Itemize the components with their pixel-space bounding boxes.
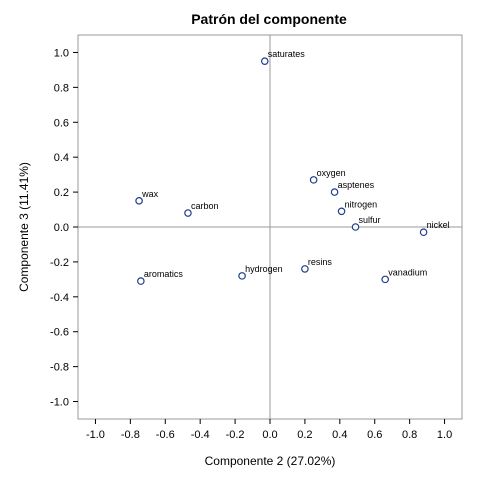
x-tick-label: -0.6 <box>156 429 175 441</box>
point-label-oxygen: oxygen <box>317 168 346 178</box>
point-label-resins: resins <box>308 257 333 267</box>
x-tick-label: 0.0 <box>262 429 277 441</box>
x-tick-label: 0.4 <box>332 429 347 441</box>
point-label-aromatics: aromatics <box>144 269 184 279</box>
x-tick-label: 1.0 <box>437 429 452 441</box>
x-tick-label: 0.6 <box>367 429 382 441</box>
x-tick-label: -0.4 <box>191 429 210 441</box>
data-point-wax <box>135 197 143 205</box>
y-tick-label: -0.2 <box>50 257 69 269</box>
x-tick-label: -1.0 <box>86 429 105 441</box>
x-tick-label: 0.8 <box>402 429 417 441</box>
chart-title: Patrón del componente <box>191 11 347 27</box>
x-axis-label: Componente 2 (27.02%) <box>205 454 336 468</box>
x-tick-label: 0.2 <box>297 429 312 441</box>
y-tick-label: -0.8 <box>50 362 69 374</box>
data-point-nickel <box>419 228 428 237</box>
point-label-hydrogen: hydrogen <box>245 264 283 274</box>
data-point-aromatics <box>137 277 145 285</box>
point-label-saturates: saturates <box>268 49 306 59</box>
y-tick-label: 0.2 <box>54 187 69 199</box>
y-tick-label: 1.0 <box>54 47 69 59</box>
y-tick-label: 0.6 <box>54 117 69 129</box>
data-points: saturates oxygen asptenes nitrogen wax carbon… <box>135 49 450 285</box>
data-point-carbon <box>184 209 192 217</box>
point-label-nickel: nickel <box>427 220 450 230</box>
point-label-carbon: carbon <box>191 201 219 211</box>
y-tick-label: 0.0 <box>54 222 69 234</box>
x-tick-label: -0.2 <box>226 429 245 441</box>
data-point-hydrogen <box>238 272 246 280</box>
x-axis: -1.0 -0.8 -0.6 -0.4 -0.2 0.0 0.2 0.4 0.6 0.8 1.0 <box>86 419 452 441</box>
y-tick-label: 0.4 <box>54 152 69 164</box>
y-tick-label: -0.4 <box>50 292 69 304</box>
point-label-asptenes: asptenes <box>338 180 375 190</box>
data-point-vanadium <box>381 275 390 284</box>
y-tick-label: -1.0 <box>50 397 69 409</box>
x-tick-label: -0.8 <box>121 429 140 441</box>
point-label-sulfur: sulfur <box>359 215 381 225</box>
y-axis: 1.0 0.8 0.6 0.4 0.2 0.0 -0.2 -0.4 -0.6 -0.8 -1.0 <box>50 47 78 409</box>
y-tick-label: 0.8 <box>54 82 69 94</box>
data-point-saturates <box>260 57 269 65</box>
point-label-vanadium: vanadium <box>388 267 427 277</box>
data-point-nitrogen <box>337 207 346 216</box>
y-tick-label: -0.6 <box>50 327 69 339</box>
data-point-asptenes <box>330 188 339 196</box>
reference-lines <box>78 35 462 419</box>
data-point-oxygen <box>309 176 318 184</box>
data-point-resins <box>301 265 309 273</box>
point-label-wax: wax <box>141 189 159 199</box>
y-axis-label: Componente 3 (11.41%) <box>17 162 31 292</box>
data-point-sulfur <box>351 223 360 231</box>
point-label-nitrogen: nitrogen <box>345 199 378 209</box>
